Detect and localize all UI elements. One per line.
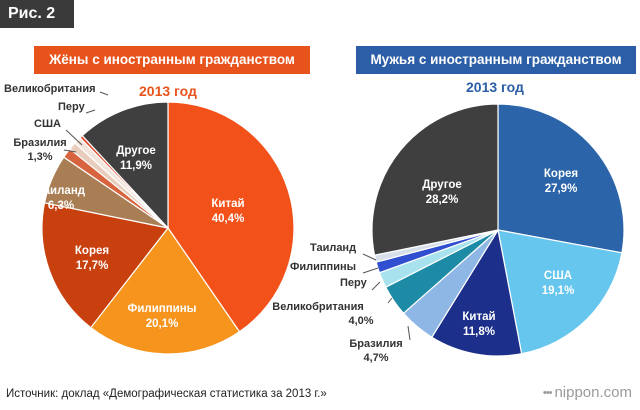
wives-label-korea-value: 17,7%: [76, 260, 109, 272]
husbands-label-brazil-leader-line: [407, 325, 411, 341]
wives-label-uk-leader-line: [99, 91, 109, 96]
husbands-slice-other: [371, 103, 499, 256]
husbands-label-peru-leader-line: [371, 281, 381, 291]
wives-slice-philippines: [89, 226, 241, 355]
husbands-label-philippines: Филиппины: [290, 261, 356, 273]
wives-label-thailand: Таиланд: [37, 185, 86, 197]
husbands-label-brazil: Бразилия: [349, 338, 402, 350]
husbands-slice-china: [431, 228, 523, 357]
logo-dots-icon: •••: [542, 387, 553, 399]
wives-label-china: Китай: [211, 198, 244, 210]
husbands-label-other: Другое: [422, 179, 462, 191]
wives-label-philippines: Филиппины: [128, 303, 197, 315]
wives-label-usa: США: [34, 118, 61, 130]
wives-slice-korea: [41, 202, 170, 329]
wives-slice-china: [167, 101, 295, 333]
husbands-label-other-value: 28,2%: [426, 194, 459, 206]
wives-label-china-value: 40,4%: [212, 213, 245, 225]
wives-label-brazil-value: 1,3%: [27, 151, 52, 163]
husbands-chart-subtitle: 2013 год: [466, 79, 524, 95]
wives-label-other-value: 11,9%: [120, 160, 152, 172]
wives-label-uk: Великобритания: [4, 83, 96, 95]
husbands-label-peru: Перу: [340, 277, 368, 289]
husbands-pie: [371, 103, 625, 357]
brand-suffix: .com: [599, 384, 632, 401]
wives-label-usa-leader-line: [65, 129, 83, 146]
wives-slice-other: [81, 101, 169, 230]
husbands-label-korea: Корея: [544, 168, 578, 180]
wives-label-thailand-value: 6,3%: [48, 200, 74, 212]
husbands-label-uk-leader-line: [387, 297, 393, 304]
wives-pie: [41, 101, 295, 355]
wives-label-korea: Корея: [75, 245, 109, 257]
wives-label-brazil-leader-line: [63, 149, 77, 153]
husbands-label-uk: Великобритания: [272, 301, 364, 313]
husbands-label-thailand: Таиланд: [310, 242, 356, 254]
husbands-label-china-value: 11,8%: [463, 326, 495, 338]
figure-label: Рис. 2: [0, 0, 74, 28]
husbands-label-korea-value: 27,9%: [545, 183, 578, 195]
husbands-label-usa: США: [544, 270, 572, 282]
husbands-slice-korea: [497, 103, 625, 254]
husbands-label-brazil-value: 4,7%: [363, 352, 388, 364]
source-note: Источник: доклад «Демографическая статис…: [6, 388, 327, 400]
husbands-label-uk-value: 4,0%: [348, 315, 373, 327]
wives-label-brazil: Бразилия: [13, 137, 66, 149]
wives-label-peru: Перу: [58, 101, 86, 113]
husbands-slice-usa: [497, 229, 623, 355]
nippon-logo: ••• nippon.com: [543, 384, 632, 401]
husbands-chart-title: Мужья с иностранным гражданством: [356, 46, 636, 74]
wives-label-philippines-value: 20,1%: [146, 318, 179, 330]
wives-chart-subtitle: 2013 год: [139, 83, 197, 99]
brand-name: nippon: [554, 384, 600, 401]
husbands-label-thailand-leader-line: [362, 253, 377, 261]
wives-chart-title: Жёны с иностранным гражданством: [34, 46, 310, 74]
husbands-label-china: Китай: [462, 311, 495, 323]
husbands-label-usa-value: 19,1%: [542, 285, 575, 297]
wives-label-other: Другое: [116, 145, 156, 157]
wives-label-peru-leader-line: [85, 109, 96, 114]
husbands-label-philippines-leader-line: [362, 267, 379, 274]
